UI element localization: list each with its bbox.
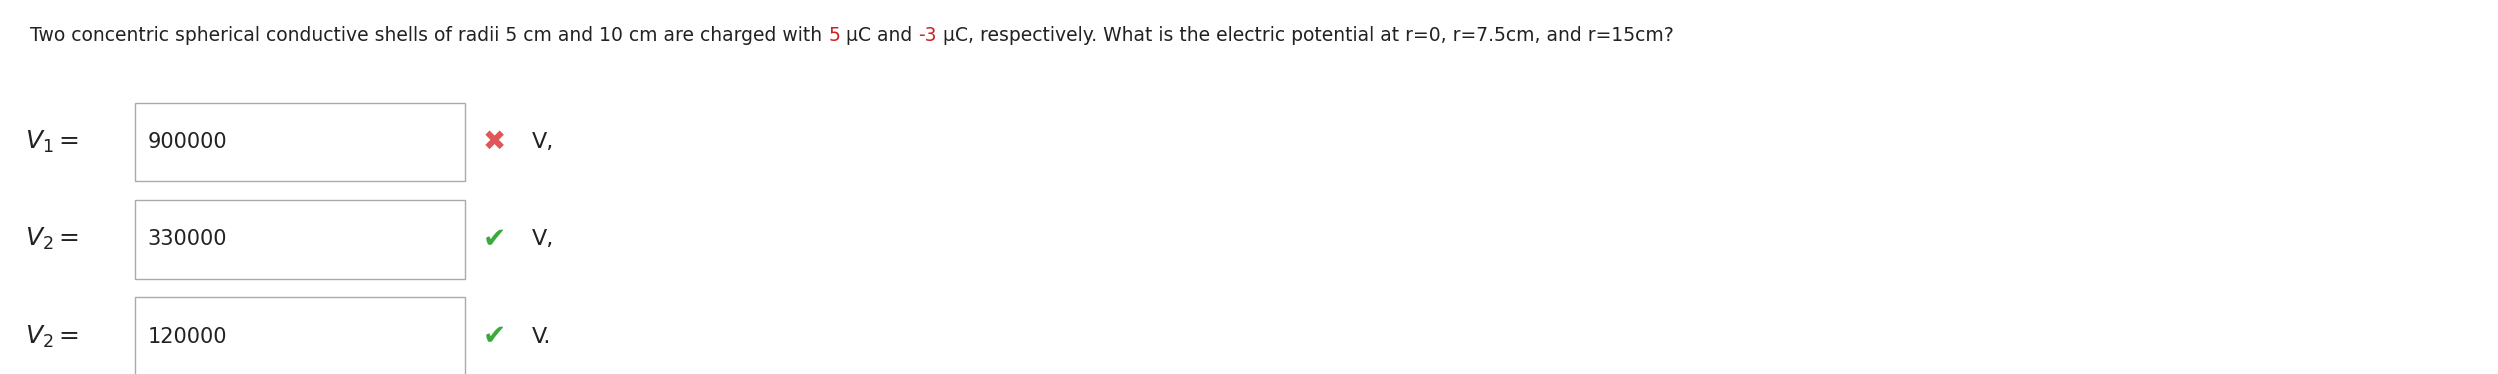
Text: -3: -3 bbox=[919, 26, 937, 45]
Text: 5: 5 bbox=[829, 26, 839, 45]
Text: V,: V, bbox=[532, 132, 555, 152]
Text: μC and: μC and bbox=[839, 26, 919, 45]
Text: 120000: 120000 bbox=[147, 327, 227, 347]
Text: ✖: ✖ bbox=[482, 128, 507, 156]
Text: ✔: ✔ bbox=[482, 323, 507, 350]
Text: $V_{2}=$: $V_{2}=$ bbox=[25, 324, 80, 350]
Text: $V_{1}=$: $V_{1}=$ bbox=[25, 129, 80, 155]
Text: ✔: ✔ bbox=[482, 226, 507, 253]
Text: 900000: 900000 bbox=[147, 132, 227, 152]
Text: V.: V. bbox=[532, 327, 552, 347]
Text: V,: V, bbox=[532, 229, 555, 249]
Text: μC, respectively. What is the electric potential at r=0, r=7.5cm, and r=15cm?: μC, respectively. What is the electric p… bbox=[937, 26, 1674, 45]
Text: $V_{2}=$: $V_{2}=$ bbox=[25, 226, 80, 252]
Text: Two concentric spherical conductive shells of radii 5 cm and 10 cm are charged w: Two concentric spherical conductive shel… bbox=[30, 26, 829, 45]
Text: 330000: 330000 bbox=[147, 229, 227, 249]
